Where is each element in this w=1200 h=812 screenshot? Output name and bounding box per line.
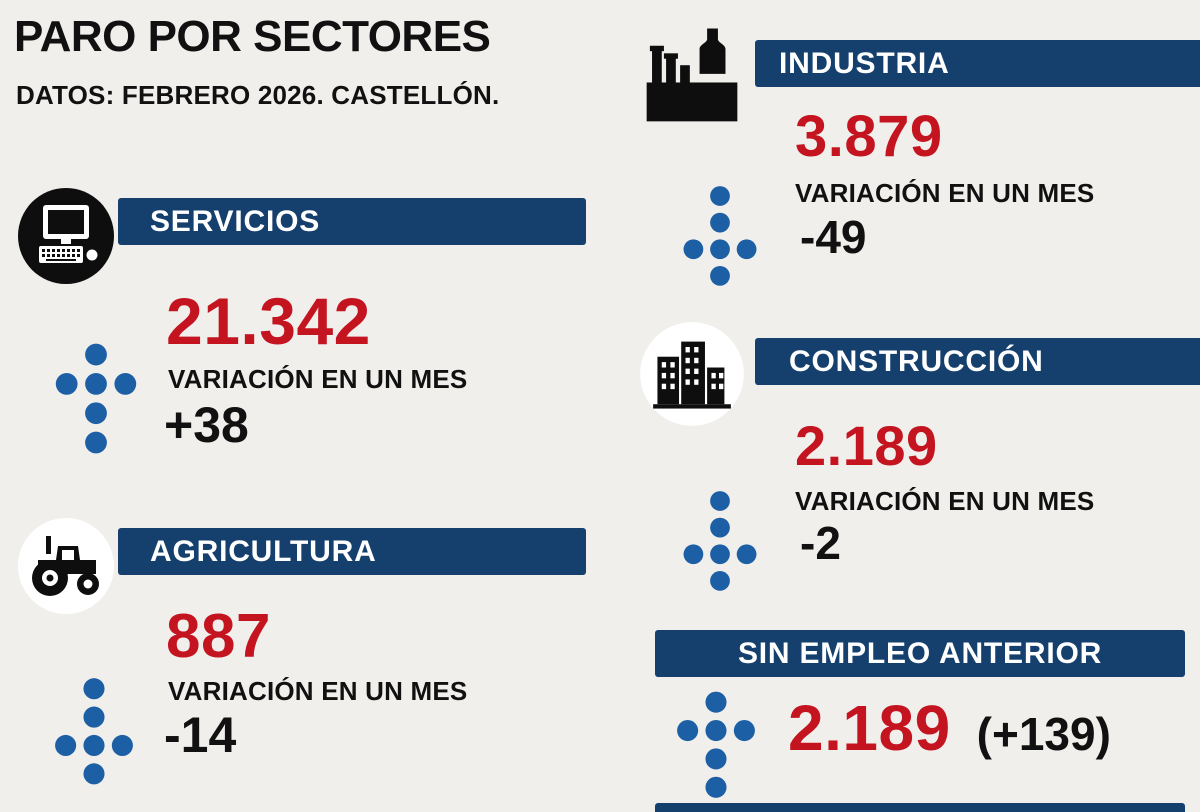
- down-arrow-icon: [682, 478, 758, 594]
- variation-value-servicios: +38: [164, 397, 249, 453]
- up-arrow-icon: [52, 342, 140, 466]
- variation-value-industria: -49: [800, 211, 867, 263]
- sin-empleo-value-row: 2.189 (+139): [788, 696, 1111, 761]
- variation-label-servicios: VARIACIÓN EN UN MES: [168, 364, 468, 394]
- value-industria: 3.879: [795, 104, 943, 169]
- banner-agricultura: AGRICULTURA: [118, 528, 586, 575]
- variation-label-construccion: VARIACIÓN EN UN MES: [795, 486, 1095, 516]
- tractor-icon: [16, 516, 116, 616]
- up-arrow-icon: [670, 690, 762, 810]
- banner-sin-empleo-anterior: SIN EMPLEO ANTERIOR: [655, 630, 1185, 677]
- page-subtitle: DATOS: FEBRERO 2026. CASTELLÓN.: [16, 80, 500, 110]
- down-arrow-icon: [682, 172, 758, 290]
- variation-value-sin-empleo: (+139): [976, 708, 1111, 760]
- computer-icon: [16, 186, 116, 286]
- value-agricultura: 887: [166, 602, 271, 671]
- down-arrow-icon: [52, 666, 136, 786]
- value-sin-empleo: 2.189: [788, 692, 951, 764]
- variation-label-agricultura: VARIACIÓN EN UN MES: [168, 676, 468, 706]
- banner-servicios: SERVICIOS: [118, 198, 586, 245]
- banner-industria: INDUSTRIA: [755, 40, 1200, 87]
- variation-label-industria: VARIACIÓN EN UN MES: [795, 178, 1095, 208]
- value-construccion: 2.189: [795, 414, 938, 477]
- cropped-banner-edge: [655, 803, 1185, 812]
- variation-value-construccion: -2: [800, 517, 841, 569]
- variation-value-agricultura: -14: [164, 707, 237, 763]
- value-servicios: 21.342: [166, 284, 371, 358]
- factory-icon: [638, 20, 746, 132]
- buildings-icon: [638, 318, 746, 430]
- page-title: PARO POR SECTORES: [14, 12, 491, 61]
- banner-construccion: CONSTRUCCIÓN: [755, 338, 1200, 385]
